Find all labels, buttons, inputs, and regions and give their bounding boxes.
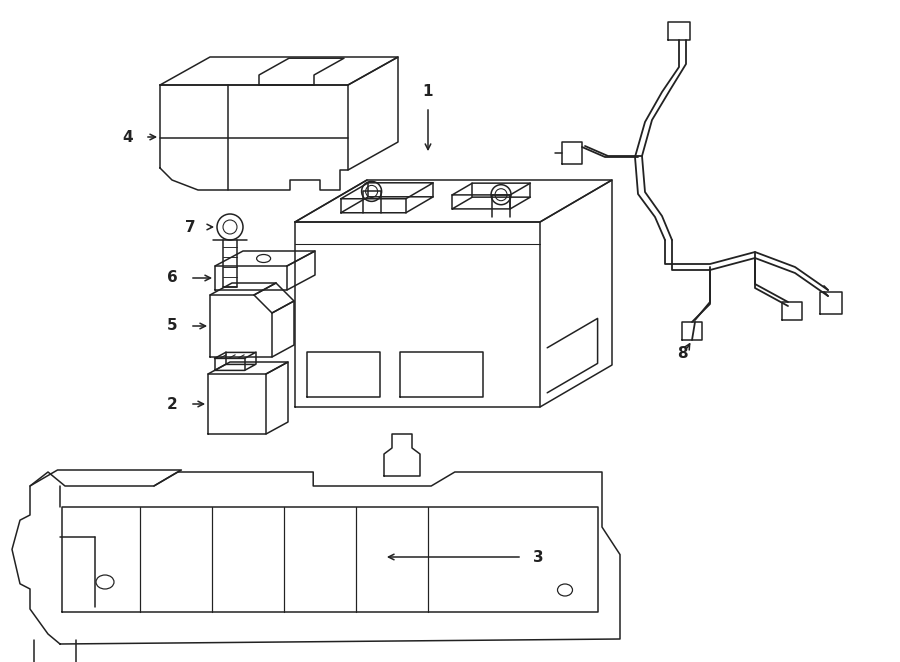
- Text: 1: 1: [423, 85, 433, 99]
- Text: 7: 7: [184, 220, 195, 234]
- Text: 4: 4: [122, 130, 133, 144]
- Text: 8: 8: [677, 346, 688, 361]
- Text: 6: 6: [166, 271, 177, 285]
- Text: 5: 5: [166, 318, 177, 334]
- Text: 3: 3: [533, 549, 544, 565]
- Text: 2: 2: [166, 397, 177, 412]
